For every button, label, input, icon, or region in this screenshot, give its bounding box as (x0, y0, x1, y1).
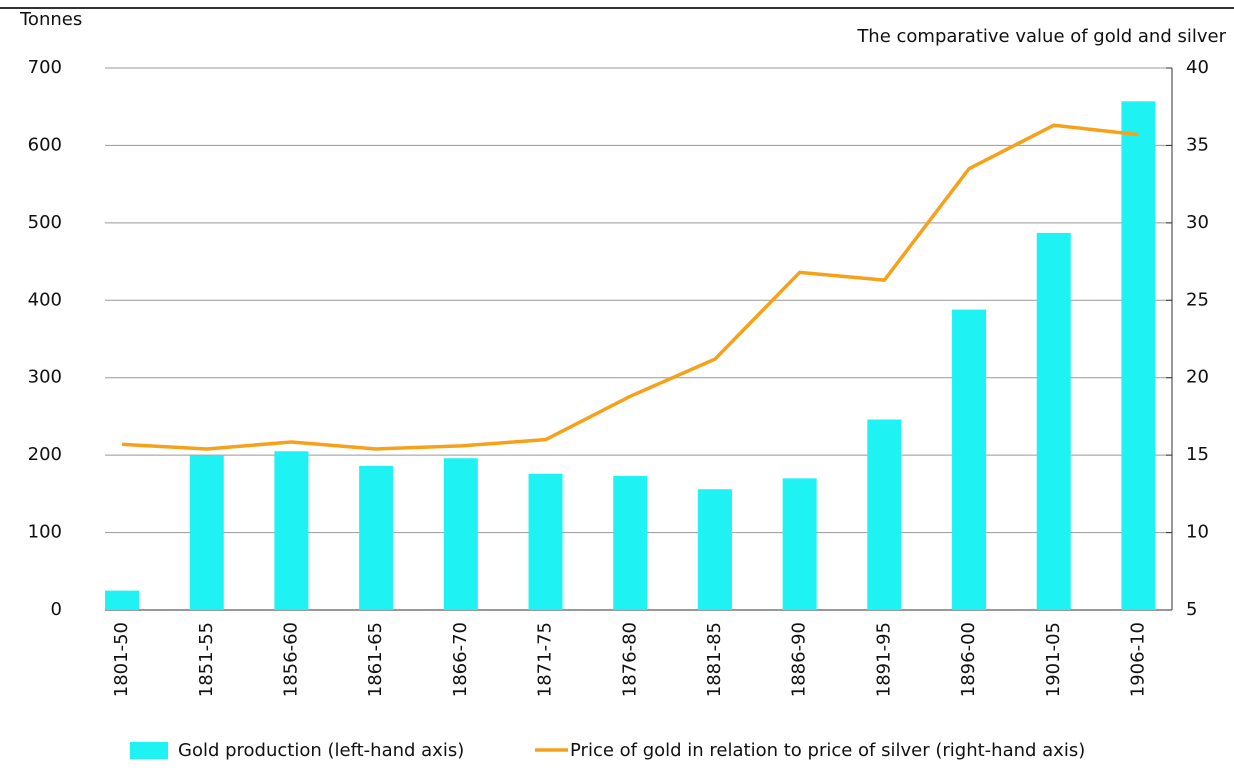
y2-tick-label: 10 (1186, 522, 1209, 543)
y2-tick-label: 30 (1186, 212, 1209, 233)
bar (1121, 101, 1156, 611)
bar (782, 478, 817, 610)
x-tick-label: 1871-75 (535, 622, 556, 697)
y-tick-label: 0 (51, 599, 62, 620)
bar (359, 465, 394, 610)
x-tick-label: 1901-05 (1043, 622, 1064, 697)
bar (613, 476, 648, 610)
bar (952, 309, 987, 610)
y-tick-label: 200 (28, 444, 62, 465)
x-tick-label: 1851-55 (196, 622, 217, 697)
bar (528, 473, 563, 610)
y2-tick-label: 5 (1186, 599, 1197, 620)
legend-label: Price of gold in relation to price of si… (570, 740, 1085, 761)
bar (274, 451, 309, 610)
x-tick-label: 1881-85 (704, 622, 725, 697)
bar (1036, 232, 1071, 610)
y2-axis-label: The comparative value of gold and silver (856, 26, 1226, 47)
legend-label: Gold production (left-hand axis) (178, 740, 464, 761)
bar (189, 455, 224, 610)
y-tick-label: 400 (28, 289, 62, 310)
y-tick-label: 500 (28, 212, 62, 233)
x-tick-label: 1906-10 (1127, 622, 1148, 697)
x-tick-label: 1896-00 (958, 622, 979, 697)
y2-tick-label: 25 (1186, 289, 1209, 310)
bar (443, 458, 478, 610)
legend-swatch (130, 742, 168, 759)
y2-tick-label: 15 (1186, 444, 1209, 465)
bar (697, 489, 732, 610)
y-tick-label: 100 (28, 522, 62, 543)
x-tick-label: 1866-70 (450, 622, 471, 697)
y-tick-label: 700 (28, 57, 62, 78)
x-tick-label: 1856-60 (280, 622, 301, 697)
x-tick-label: 1891-95 (873, 622, 894, 697)
y2-tick-label: 20 (1186, 367, 1209, 388)
y2-tick-label: 40 (1186, 57, 1209, 78)
y-tick-label: 600 (28, 134, 62, 155)
x-tick-label: 1876-80 (619, 622, 640, 697)
y2-tick-label: 35 (1186, 134, 1209, 155)
y-tick-label: 300 (28, 367, 62, 388)
y-axis-label: Tonnes (19, 9, 82, 30)
bar (867, 419, 902, 610)
x-tick-label: 1801-50 (111, 622, 132, 697)
x-tick-label: 1861-65 (365, 622, 386, 697)
x-tick-label: 1886-90 (789, 622, 810, 697)
line (121, 123, 1139, 451)
bar (105, 590, 140, 610)
